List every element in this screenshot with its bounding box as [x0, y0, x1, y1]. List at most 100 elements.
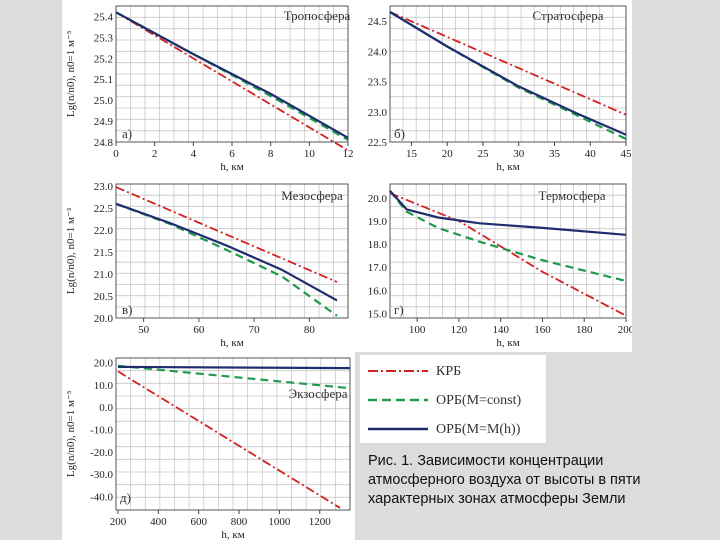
chart-panel-exosphere: 200 400 600 800 1000 1200 20.0 10.0 0.0 -10.0 -20.…	[62, 352, 354, 541]
y-tick-label: 25.3	[94, 32, 114, 44]
series-line-orb-h	[115, 11, 349, 139]
series-line-krb	[389, 192, 627, 317]
x-tick-label: 15	[406, 148, 418, 160]
x-tick-label: 70	[249, 324, 261, 336]
panel-label: б)	[394, 126, 405, 141]
legend-label-krb: КРБ	[436, 364, 461, 379]
x-tick-label: 6	[229, 148, 235, 160]
y-tick-label: 18.0	[368, 239, 388, 251]
panel-label: а)	[122, 126, 132, 141]
x-tick-label: 200	[618, 324, 632, 336]
y-tick-label: 20.5	[94, 291, 114, 303]
x-tick-label: 80	[304, 324, 316, 336]
y-tick-label: 25.0	[94, 95, 114, 107]
x-tick-label: 1200	[309, 516, 332, 528]
chart-panel-thermosphere: 100 120 140 160 180 200 15.0 16.0 17.0 18.0 19.0 20…	[356, 178, 635, 350]
plot-frame	[115, 183, 349, 319]
y-tick-label: -10.0	[90, 425, 113, 437]
slide-background-right	[632, 0, 720, 540]
y-tick-label: -20.0	[90, 447, 113, 459]
x-tick-label: 400	[150, 516, 167, 528]
series-line-krb	[389, 11, 627, 116]
y-tick-label: 15.0	[368, 308, 388, 320]
y-tick-label: -40.0	[90, 492, 113, 504]
y-tick-label: 23.0	[94, 181, 114, 193]
stratosphere-chart: 15 20 25 30 35 40 45 22.5 23.0 23.5 24.0 24.5 h, км С…	[368, 5, 633, 173]
chart-title: Термосфера	[539, 188, 606, 203]
legend-label-orb-const: ОРБ(M=const)	[436, 393, 521, 408]
y-tick-label: 22.5	[368, 137, 388, 149]
series-line-krb	[115, 186, 338, 283]
chart-title: Стратосфера	[533, 8, 604, 23]
x-tick-label: 600	[190, 516, 207, 528]
mesosphere-chart: 50 60 70 80 20.0 20.5 21.0 21.5 22.0 22.5 23.0 h, к…	[65, 181, 349, 349]
x-tick-label: 40	[585, 148, 597, 160]
legend-label-orb-h: ОРБ(M=M(h))	[436, 422, 521, 437]
x-axis-label: h, км	[220, 161, 243, 173]
series-line-orb-const	[117, 364, 351, 390]
chart-title: Тропосфера	[284, 8, 351, 23]
x-axis-label: h, км	[496, 161, 519, 173]
x-tick-label: 25	[477, 148, 489, 160]
x-tick-label: 180	[576, 324, 593, 336]
chart-title: Мезосфера	[281, 188, 343, 203]
y-tick-label: 21.0	[94, 269, 114, 281]
y-tick-label: 24.5	[368, 16, 388, 28]
y-tick-label: 22.0	[94, 225, 114, 237]
x-tick-label: 1000	[268, 516, 291, 528]
series-line-orb-h	[117, 365, 351, 370]
plot-frame	[389, 183, 627, 319]
plot-frame	[389, 5, 627, 143]
legend-box: КРБ ОРБ(M=const) ОРБ(M=M(h))	[360, 355, 546, 443]
thermosphere-chart: 100 120 140 160 180 200 15.0 16.0 17.0 18.0 19.0 20…	[368, 183, 635, 349]
x-tick-label: 45	[621, 148, 633, 160]
x-tick-label: 10	[304, 148, 316, 160]
series-line-orb-h	[389, 11, 627, 136]
exosphere-chart: 200 400 600 800 1000 1200 20.0 10.0 0.0 -10.0 -20.…	[65, 357, 351, 541]
chart-title: Экзосфера	[288, 386, 347, 401]
x-tick-label: 100	[409, 324, 426, 336]
series-line-orb-h	[389, 190, 627, 236]
x-tick-label: 30	[513, 148, 525, 160]
series-line-krb	[115, 11, 349, 152]
series-line-orb-const	[115, 202, 338, 317]
y-axis-label: Lg(n/n0), n0=1 м⁻³	[65, 390, 77, 477]
x-axis-label: h, км	[221, 529, 244, 540]
x-tick-label: 8	[268, 148, 274, 160]
x-tick-label: 160	[534, 324, 551, 336]
chart-panel-troposphere: 0 2 4 6 8 10 12 24.8 24.9 25.0 25.1 25.2 25.3 25.4 h, …	[62, 0, 354, 175]
x-tick-label: 50	[138, 324, 150, 336]
y-axis-label: Lg(n/n0), n0=1 м⁻³	[65, 30, 77, 117]
x-tick-label: 4	[191, 148, 197, 160]
plot-frame	[115, 357, 351, 511]
chart-panel-stratosphere: 15 20 25 30 35 40 45 22.5 23.0 23.5 24.0 24.5 h, км С…	[356, 0, 632, 175]
y-tick-label: 17.0	[368, 262, 388, 274]
x-tick-label: 12	[343, 148, 354, 160]
figure-caption: Рис. 1. Зависимости концентрации атмосфе…	[368, 453, 641, 507]
x-tick-label: 800	[231, 516, 248, 528]
troposphere-chart: 0 2 4 6 8 10 12 24.8 24.9 25.0 25.1 25.2 25.3 25.4 h, …	[65, 5, 354, 173]
x-tick-label: 20	[442, 148, 454, 160]
y-tick-label: 25.2	[94, 53, 113, 65]
y-tick-label: 16.0	[368, 285, 388, 297]
legend-svg: КРБ ОРБ(M=const) ОРБ(M=M(h))	[368, 364, 521, 437]
y-tick-label: 20.0	[368, 193, 388, 205]
series-line-krb	[117, 370, 341, 509]
y-tick-label: 24.9	[94, 116, 114, 128]
x-tick-label: 60	[193, 324, 205, 336]
panel-label: д)	[120, 490, 131, 505]
y-tick-label: 19.0	[368, 216, 388, 228]
y-tick-label: -30.0	[90, 469, 113, 481]
series-line-orb-const	[389, 190, 627, 283]
x-tick-label: 140	[492, 324, 509, 336]
x-tick-label: 2	[152, 148, 158, 160]
x-tick-label: 200	[110, 516, 127, 528]
y-tick-label: 24.0	[368, 46, 388, 58]
panel-label: в)	[122, 302, 132, 317]
x-axis-label: h, км	[496, 337, 519, 349]
y-tick-label: 25.1	[94, 74, 113, 86]
y-tick-label: 0.0	[99, 402, 113, 414]
y-tick-label: 10.0	[94, 380, 114, 392]
x-tick-label: 120	[451, 324, 468, 336]
series-line-orb-h	[115, 202, 338, 302]
